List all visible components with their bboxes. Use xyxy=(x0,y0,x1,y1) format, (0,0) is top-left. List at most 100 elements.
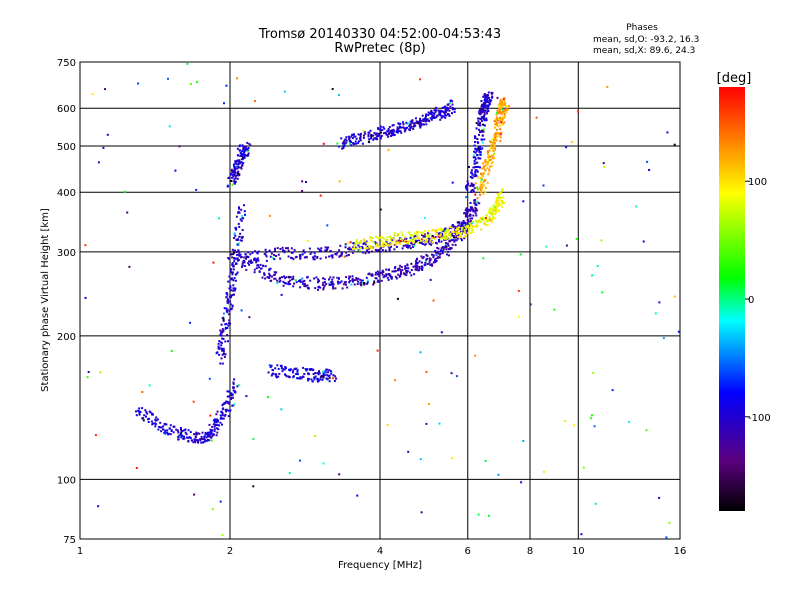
data-point xyxy=(432,117,435,119)
noise-point xyxy=(314,435,317,437)
data-point xyxy=(448,109,451,112)
data-point xyxy=(396,234,399,237)
data-point xyxy=(498,117,501,120)
y-tick-label: 400 xyxy=(57,188,76,199)
data-point xyxy=(332,287,335,290)
noise-point xyxy=(589,417,592,420)
data-point xyxy=(309,368,312,371)
data-point xyxy=(464,221,467,224)
data-point xyxy=(235,167,238,169)
data-point xyxy=(474,162,477,165)
data-point xyxy=(144,409,147,412)
data-point xyxy=(394,275,397,278)
data-point xyxy=(439,250,442,253)
data-point xyxy=(404,236,407,239)
data-point xyxy=(480,130,483,133)
data-point xyxy=(241,265,243,268)
data-point xyxy=(389,135,392,137)
data-point xyxy=(473,187,476,190)
data-point xyxy=(393,133,396,136)
data-point xyxy=(501,104,504,106)
data-point xyxy=(476,166,479,168)
data-point xyxy=(490,154,493,157)
data-point xyxy=(397,269,400,272)
data-point xyxy=(379,127,382,130)
data-point xyxy=(234,249,237,252)
noise-point xyxy=(219,500,222,503)
data-point xyxy=(499,118,502,120)
data-point xyxy=(225,307,228,310)
noise-point xyxy=(396,297,399,300)
data-point xyxy=(283,282,286,284)
data-point xyxy=(422,241,425,244)
data-point xyxy=(451,224,454,226)
noise-point xyxy=(658,301,661,304)
data-point xyxy=(485,224,488,227)
data-point xyxy=(226,311,229,314)
data-point xyxy=(364,252,367,255)
data-point xyxy=(380,129,383,132)
data-point xyxy=(407,242,410,245)
noise-point xyxy=(542,184,545,187)
data-point xyxy=(470,169,473,172)
data-point xyxy=(389,235,391,238)
data-point xyxy=(383,244,386,247)
data-point xyxy=(386,276,389,279)
data-point xyxy=(198,432,201,435)
data-point xyxy=(435,116,438,119)
data-point xyxy=(471,206,474,209)
data-point xyxy=(477,156,480,159)
noise-point xyxy=(356,494,359,497)
data-point xyxy=(237,250,240,253)
data-point xyxy=(322,370,325,373)
data-point xyxy=(438,111,441,113)
data-point xyxy=(200,435,203,438)
data-point xyxy=(465,213,467,215)
data-point xyxy=(197,440,200,443)
data-point xyxy=(457,226,460,229)
data-point xyxy=(494,213,497,216)
data-point xyxy=(423,264,426,267)
data-point xyxy=(231,256,234,259)
data-point xyxy=(452,225,455,228)
data-point xyxy=(428,112,431,115)
data-point xyxy=(247,147,250,149)
data-point xyxy=(234,391,237,393)
data-point xyxy=(285,375,288,378)
data-point xyxy=(434,236,437,239)
data-point xyxy=(215,434,218,437)
data-point xyxy=(479,166,481,169)
data-point xyxy=(484,190,487,193)
data-point xyxy=(222,403,225,406)
data-point xyxy=(261,276,264,279)
data-point xyxy=(307,379,310,382)
data-point xyxy=(387,130,390,133)
data-point xyxy=(360,283,363,286)
data-point xyxy=(206,439,209,442)
data-point xyxy=(222,318,225,321)
data-point xyxy=(481,110,484,113)
data-point xyxy=(221,417,224,420)
data-point xyxy=(234,177,237,180)
data-point xyxy=(347,247,350,250)
data-point xyxy=(414,124,417,127)
data-point xyxy=(249,144,252,147)
noise-point xyxy=(189,321,191,324)
data-point xyxy=(476,161,479,164)
noise-point xyxy=(474,182,477,185)
data-point xyxy=(421,123,424,126)
data-point xyxy=(375,245,377,248)
data-point xyxy=(169,433,172,436)
data-point xyxy=(202,441,205,444)
data-point xyxy=(396,128,399,130)
data-point xyxy=(479,220,482,223)
data-point xyxy=(212,423,215,426)
data-point xyxy=(361,281,364,284)
data-point xyxy=(406,126,408,129)
data-point xyxy=(420,265,423,268)
data-point xyxy=(427,230,430,232)
data-point xyxy=(323,374,326,377)
data-point xyxy=(242,153,245,156)
data-point xyxy=(349,279,352,282)
data-point xyxy=(238,254,241,257)
